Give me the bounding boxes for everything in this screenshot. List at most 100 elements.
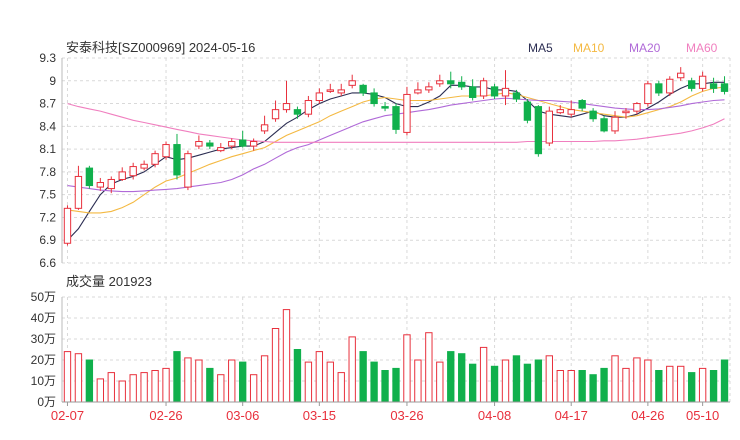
candle-body: [293, 109, 302, 115]
date-tick-label: 03-15: [303, 408, 336, 423]
volume-bar: [151, 370, 159, 403]
volume-bar: [556, 370, 564, 403]
volume-bar: [709, 370, 718, 403]
candle-body: [709, 83, 718, 89]
volume-bars: [63, 309, 729, 403]
legend-ma5: MA5: [528, 41, 553, 55]
candle-body: [348, 80, 356, 86]
price-tick-label: 7.5: [39, 188, 56, 202]
volume-bar: [545, 355, 553, 403]
candle-body: [666, 78, 674, 94]
volume-bar: [85, 359, 94, 403]
date-tick-label: 02-26: [149, 408, 182, 423]
price-tick-label: 8.4: [39, 119, 56, 133]
volume-bar: [348, 336, 356, 403]
volume-bar: [228, 359, 236, 403]
volume-bar: [293, 349, 302, 403]
volume-bar: [677, 365, 685, 403]
volume-bar: [74, 353, 83, 403]
date-tick-label: 03-06: [226, 408, 259, 423]
legend-ma10: MA10: [573, 41, 605, 55]
volume-bar: [271, 328, 280, 403]
candle-body: [271, 109, 280, 120]
date-tick-label: 02-07: [51, 408, 84, 423]
volume-bar: [567, 370, 575, 403]
volume-tick-label: 10万: [31, 374, 56, 388]
date-tick-label: 04-26: [631, 408, 664, 423]
candle-body: [622, 110, 630, 114]
candle-body: [698, 75, 707, 89]
volume-bar: [589, 374, 597, 403]
candle-body: [556, 109, 564, 114]
volume-bar: [720, 359, 729, 403]
volume-bar: [501, 359, 510, 403]
candle-body: [458, 81, 466, 88]
candle-body: [447, 80, 455, 85]
volume-bar: [655, 370, 663, 403]
volume-bar: [337, 372, 345, 403]
volume-bar: [249, 374, 258, 403]
candle-body: [534, 106, 543, 155]
price-tick-label: 6.6: [39, 256, 56, 270]
volume-bar: [633, 357, 641, 403]
candle-body: [74, 175, 83, 209]
candle-body: [315, 92, 324, 102]
volume-tick-label: 20万: [31, 353, 56, 367]
candle-body: [655, 83, 663, 94]
volume-bar: [490, 365, 499, 403]
candle-body: [479, 80, 488, 97]
volume-bar: [600, 367, 608, 403]
volume-bar: [260, 355, 269, 403]
price-tick-label: 8.1: [39, 142, 56, 156]
volume-bar: [282, 309, 291, 403]
volume-bar: [118, 380, 126, 403]
candle-body: [468, 86, 477, 98]
volume-bar: [403, 334, 411, 403]
candle-body: [96, 182, 105, 188]
candle-body: [85, 167, 94, 187]
candle-body: [173, 144, 181, 176]
price-tick-label: 7.2: [39, 210, 56, 224]
candle-body: [611, 116, 619, 132]
legend-ma20: MA20: [629, 41, 661, 55]
candle-body: [677, 72, 685, 79]
volume-axis: 50万 40万 30万 20万 10万 0万: [31, 290, 56, 409]
candle-body: [184, 153, 192, 188]
candle-body: [490, 86, 499, 97]
volume-bar: [479, 346, 488, 403]
price-grid: [61, 57, 731, 264]
volume-bar: [644, 359, 652, 403]
candle-body: [239, 139, 247, 147]
volume-bar: [468, 363, 477, 403]
ma-line-ma60: [67, 103, 725, 143]
volume-bar: [217, 374, 225, 403]
candle-body: [644, 83, 652, 105]
volume-bar: [184, 357, 192, 403]
candle-body: [63, 207, 72, 244]
volume-bar: [359, 351, 367, 403]
candle-body: [523, 101, 532, 121]
volume-bar: [381, 370, 389, 403]
candle-body: [151, 153, 159, 165]
candle-body: [249, 141, 258, 147]
volume-bar: [140, 372, 148, 403]
candle-body: [206, 142, 214, 147]
volume-bar: [370, 361, 378, 403]
volume-bar: [687, 372, 696, 403]
candle-body: [633, 103, 641, 112]
candle-body: [140, 163, 148, 169]
candle-body: [326, 89, 334, 92]
ma-legend: MA5 MA10 MA20 MA60: [528, 41, 718, 55]
volume-tick-label: 50万: [31, 290, 56, 304]
candle-body: [436, 80, 444, 85]
price-tick-label: 7.8: [39, 165, 56, 179]
candle-body: [359, 84, 367, 94]
volume-bar: [315, 351, 324, 403]
candle-body: [129, 166, 137, 177]
candle-body: [304, 100, 313, 115]
price-tick-label: 8.7: [39, 97, 56, 111]
candle-body: [195, 141, 203, 147]
candle-body: [228, 141, 236, 147]
price-tick-label: 9.3: [39, 51, 56, 65]
candle-body: [403, 93, 411, 133]
